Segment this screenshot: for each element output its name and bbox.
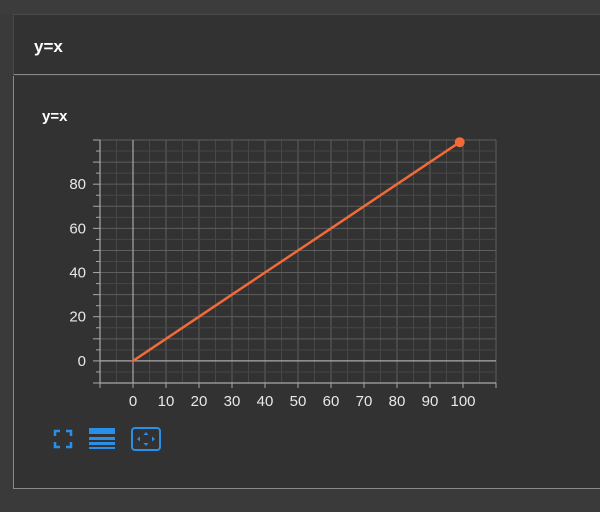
fullscreen-icon[interactable] [52,428,74,450]
x-tick-label: 40 [257,393,274,410]
title-panel: y=x [13,14,600,75]
x-tick-label: 60 [323,393,340,410]
y-tick-label: 0 [78,353,86,370]
top-bar [0,0,600,14]
line-chart: 0 10 20 30 40 50 60 70 80 90 100 0 20 40 60 80 [69,137,497,410]
x-tick-label: 90 [422,393,439,410]
chart-panel: y=x 0 10 20 30 40 50 60 70 80 90 100 0 20 40 60 80 [13,76,600,489]
zoom-reset-icon[interactable] [130,426,162,452]
series-line [131,140,461,363]
grid-lines [99,139,497,384]
chart-toolbar [52,426,162,452]
x-tick-label: 70 [356,393,373,410]
x-tick-label: 10 [158,393,175,410]
series-layer [131,137,465,363]
y-tick-label: 40 [69,265,86,282]
x-tick-label: 0 [129,393,137,410]
chart-title: y=x [42,108,68,125]
tick-labels: 0 10 20 30 40 50 60 70 80 90 100 0 20 40 60 80 [69,176,475,410]
x-tick-label: 100 [450,393,475,410]
axes [93,139,497,388]
x-tick-label: 30 [224,393,241,410]
y-tick-label: 80 [69,176,86,193]
end-point-marker [454,137,465,148]
page-title: y=x [34,37,63,56]
x-tick-label: 20 [191,393,208,410]
y-tick-label: 60 [69,220,86,237]
table-icon[interactable] [88,427,116,451]
x-tick-label: 80 [389,393,406,410]
x-tick-label: 50 [290,393,307,410]
y-tick-label: 20 [69,309,86,326]
